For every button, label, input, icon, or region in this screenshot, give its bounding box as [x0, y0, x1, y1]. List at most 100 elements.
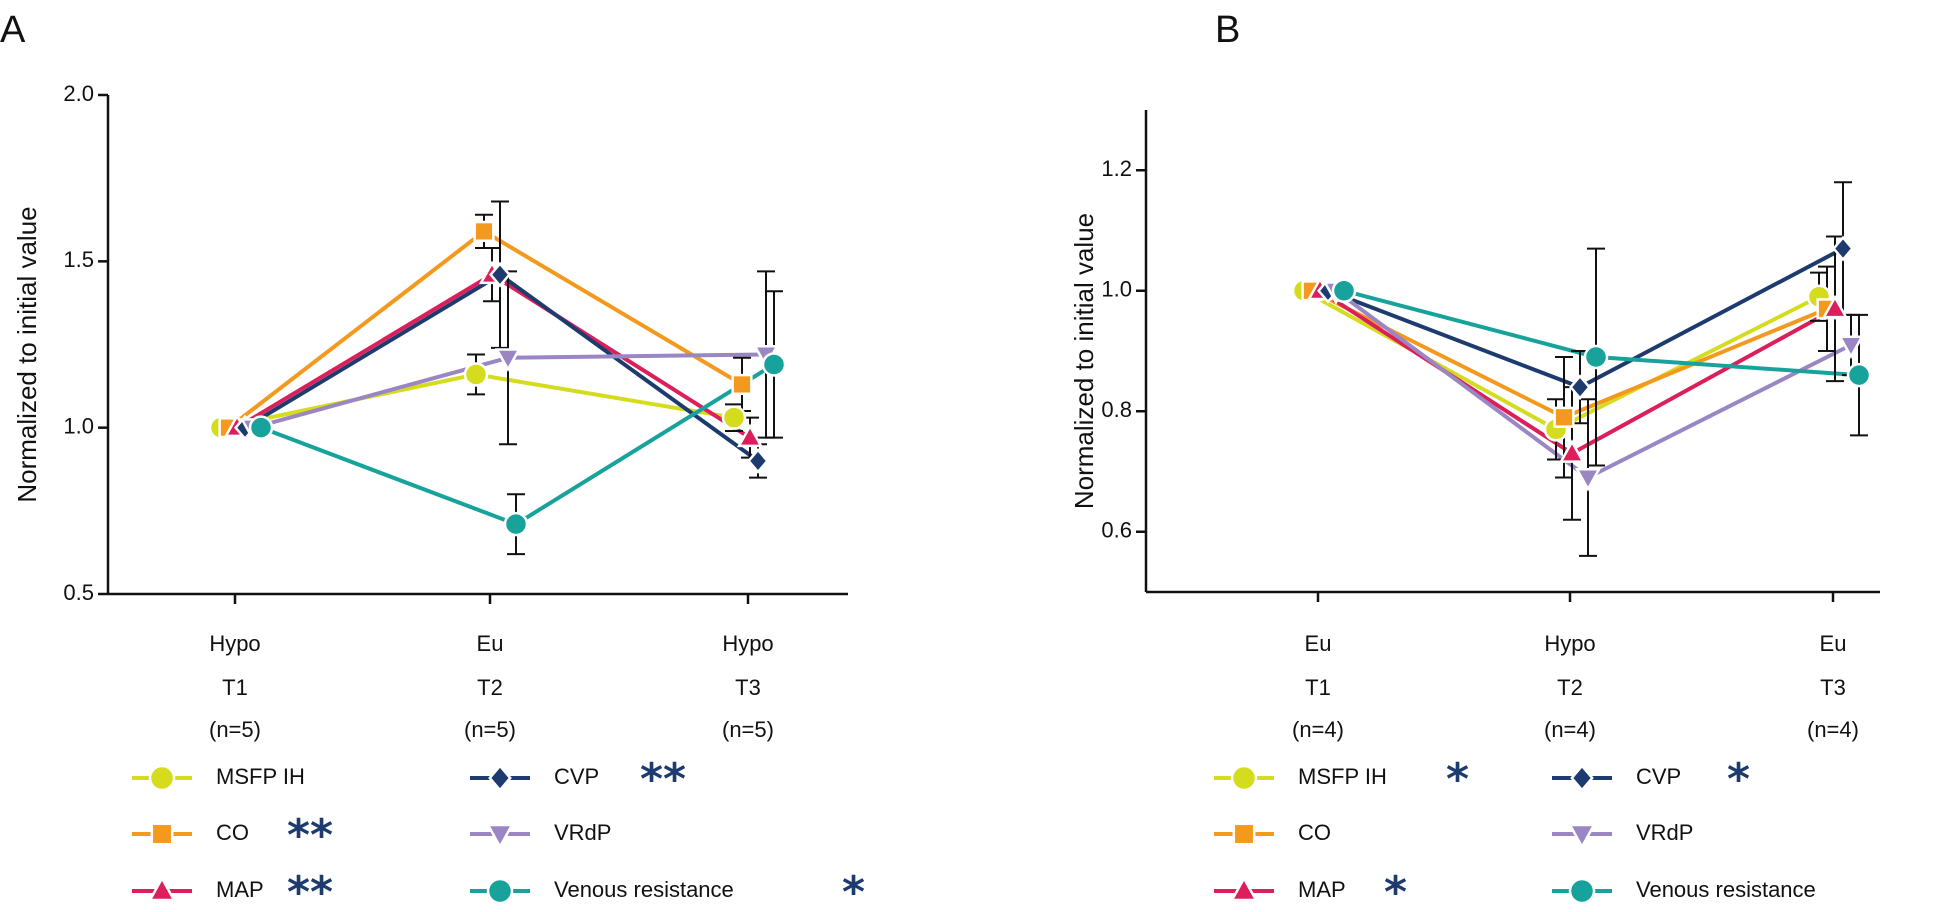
x-category-label: Hypo — [722, 631, 773, 656]
legend: MSFP IH * CO MAP * CVP * VRdP Venous resistance — [1214, 754, 1816, 912]
y-tick-label: 0.6 — [1101, 518, 1132, 543]
data-point — [1331, 278, 1357, 303]
x-category-label: Eu — [1305, 631, 1332, 656]
legend-item: MAP ** — [132, 867, 333, 912]
legend-label: CVP — [554, 764, 599, 789]
data-point — [1583, 344, 1609, 370]
series-line-co — [227, 229, 744, 430]
legend-marker — [1570, 764, 1594, 792]
legend-label: CO — [1298, 820, 1331, 845]
data-point — [1846, 362, 1872, 388]
data-point — [1558, 439, 1586, 463]
y-tick-label: 1.5 — [63, 247, 94, 272]
significance-stars: ** — [287, 867, 333, 912]
legend-item: CO ** — [132, 810, 333, 861]
x-category-label: (n=4) — [1807, 717, 1859, 742]
data-point — [736, 423, 764, 448]
data-point — [721, 405, 747, 430]
data-point — [494, 348, 522, 372]
legend-marker — [1230, 764, 1258, 792]
legend-label: MAP — [1298, 877, 1346, 902]
legend-marker — [486, 877, 514, 905]
y-tick-label: 1.0 — [1101, 277, 1132, 302]
y-tick-label: 1.2 — [1101, 156, 1132, 181]
significance-stars: ** — [287, 810, 333, 861]
significance-stars: ** — [640, 754, 686, 805]
legend-marker — [1232, 822, 1256, 846]
legend-item: MAP * — [1214, 867, 1407, 912]
significance-stars: * — [1727, 754, 1750, 805]
legend-item: Venous resistance * — [470, 867, 865, 912]
x-category-label: (n=4) — [1544, 717, 1596, 742]
legend-marker — [1568, 877, 1596, 905]
y-axis-label: Normalized to initial value — [1069, 213, 1099, 509]
legend-item: MSFP IH * — [1214, 754, 1469, 805]
series-line-cvp — [243, 272, 760, 463]
x-category-label: Eu — [477, 631, 504, 656]
x-category-label: (n=4) — [1292, 717, 1344, 742]
x-category-label: (n=5) — [209, 717, 261, 742]
legend-marker — [150, 822, 174, 846]
x-category-label: Eu — [1820, 631, 1847, 656]
significance-stars: * — [1384, 867, 1407, 912]
series-markers — [208, 220, 787, 537]
legend-label: CVP — [1636, 764, 1681, 789]
legend-label: CO — [216, 820, 249, 845]
legend-item: CVP * — [1552, 754, 1750, 805]
legend-marker — [1567, 823, 1597, 850]
legend-label: VRdP — [554, 820, 611, 845]
x-category-label: T3 — [1820, 675, 1846, 700]
data-point — [248, 415, 274, 440]
legend-marker — [147, 875, 177, 902]
legend-label: MAP — [216, 877, 264, 902]
significance-stars: * — [1446, 754, 1469, 805]
y-tick-label: 1.0 — [63, 413, 94, 438]
series-markers — [1291, 235, 1872, 492]
data-point — [747, 448, 769, 474]
data-point — [489, 261, 511, 288]
x-category-label: T2 — [477, 675, 503, 700]
legend-label: Venous resistance — [1636, 877, 1816, 902]
data-point — [463, 362, 489, 387]
panel-label: B — [1215, 9, 1240, 51]
data-point — [1553, 406, 1575, 428]
y-tick-label: 0.5 — [63, 580, 94, 605]
x-category-label: (n=5) — [464, 717, 516, 742]
legend-item: MSFP IH — [132, 764, 305, 792]
series-lines — [1303, 246, 1860, 480]
x-category-label: T1 — [222, 675, 248, 700]
legend-item: Venous resistance — [1552, 877, 1816, 905]
legend-marker — [148, 764, 176, 792]
x-category-label: T3 — [735, 675, 761, 700]
legend-label: VRdP — [1636, 820, 1693, 845]
data-point — [761, 352, 787, 377]
chart-panel-a: A 0.5 1.0 1.5 2.0 Normalized to initial value… — [0, 9, 865, 912]
data-point — [1574, 468, 1602, 492]
y-tick-label: 0.8 — [1101, 397, 1132, 422]
x-category-label: Hypo — [209, 631, 260, 656]
data-point — [1821, 294, 1849, 319]
x-category-label: (n=5) — [722, 717, 774, 742]
y-tick-label: 2.0 — [63, 81, 94, 106]
data-point — [503, 511, 529, 537]
legend-item: CO — [1214, 820, 1331, 846]
series-line-venous-resistance — [260, 362, 776, 527]
legend-item: CVP ** — [470, 754, 686, 805]
x-category-label: T1 — [1305, 675, 1331, 700]
legend-label: MSFP IH — [1298, 764, 1387, 789]
data-point — [1569, 374, 1591, 401]
legend-item: VRdP — [1552, 820, 1693, 850]
legend-label: MSFP IH — [216, 764, 305, 789]
legend-label: Venous resistance — [554, 877, 734, 902]
significance-stars: * — [842, 867, 865, 912]
legend-item: VRdP — [470, 820, 611, 850]
x-category-label: Hypo — [1544, 631, 1595, 656]
x-category-label: T2 — [1557, 675, 1583, 700]
chart-panel-b: B 0.6 0.8 1.0 1.2 Normalized to initial value… — [1069, 9, 1880, 912]
legend: MSFP IH CO ** MAP ** CVP ** VRdP Venous resistan… — [132, 754, 865, 912]
data-point — [1832, 235, 1854, 262]
data-point — [473, 220, 495, 242]
legend-marker — [1229, 875, 1259, 902]
data-point — [1837, 335, 1865, 360]
